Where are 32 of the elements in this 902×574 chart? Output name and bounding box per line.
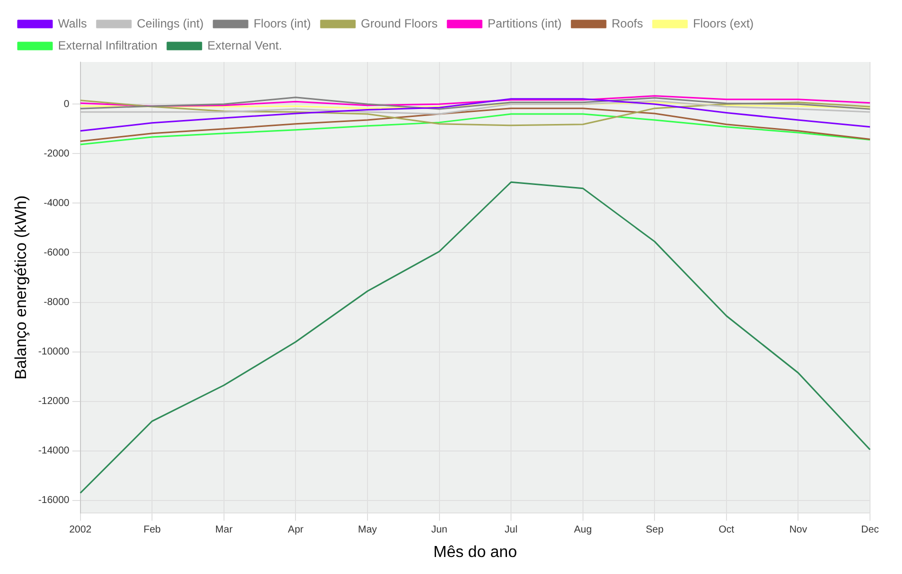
x-tick-label: Oct bbox=[718, 524, 734, 536]
x-tick-label: Nov bbox=[789, 524, 808, 536]
legend-label: Floors (int) bbox=[254, 16, 311, 30]
x-tick-label: Sep bbox=[646, 524, 664, 536]
x-tick-label: May bbox=[358, 524, 377, 536]
x-tick-label: Apr bbox=[288, 524, 304, 536]
y-tick-label: -12000 bbox=[38, 396, 70, 408]
x-tick-label: Jun bbox=[431, 524, 448, 536]
y-tick-label: -2000 bbox=[44, 148, 70, 160]
y-tick-label: -14000 bbox=[38, 446, 70, 457]
y-tick-label: -16000 bbox=[38, 495, 70, 506]
legend-label: External Infiltration bbox=[58, 38, 158, 52]
legend-label: Floors (ext) bbox=[692, 16, 754, 30]
x-tick-label: Feb bbox=[144, 524, 162, 536]
legend-label: Walls bbox=[58, 16, 87, 30]
y-axis-title: Balanço energético (kWh) bbox=[13, 195, 30, 380]
legend-label: Partitions (int) bbox=[488, 16, 562, 30]
x-tick-label: Jul bbox=[504, 524, 518, 536]
y-tick-label: -6000 bbox=[44, 247, 70, 258]
legend-label: Roofs bbox=[612, 16, 643, 30]
legend-label: Ceilings (int) bbox=[136, 16, 204, 30]
y-tick-label: -8000 bbox=[44, 297, 70, 308]
legend-label: Ground Floors bbox=[360, 16, 438, 30]
legend-label: External Vent. bbox=[207, 38, 282, 52]
x-tick-label: Aug bbox=[574, 524, 592, 536]
x-tick-label: 2002 bbox=[69, 524, 92, 536]
y-tick-label: -10000 bbox=[38, 346, 70, 358]
y-tick-label: 0 bbox=[64, 98, 70, 110]
x-axis-title: Mês do ano bbox=[433, 544, 518, 561]
x-tick-label: Dec bbox=[861, 524, 879, 536]
y-tick-label: -4000 bbox=[44, 198, 70, 209]
x-tick-label: Mar bbox=[215, 524, 234, 536]
